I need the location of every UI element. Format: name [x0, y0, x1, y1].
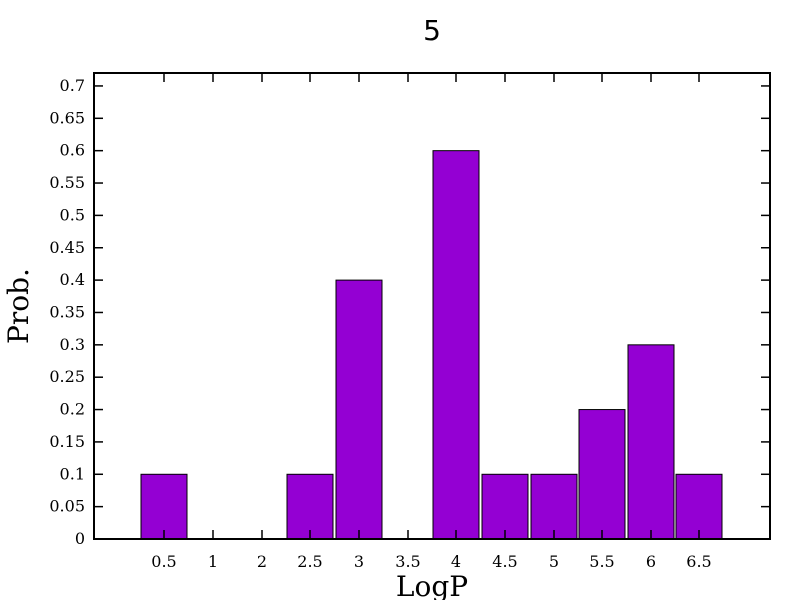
y-tick-label: 0.7 [60, 76, 85, 95]
bar [286, 473, 334, 540]
x-tick-label: 3.5 [395, 552, 420, 571]
bar [675, 473, 723, 540]
y-tick-label: 0.2 [60, 400, 85, 419]
y-tick-label: 0.3 [60, 335, 85, 354]
y-tick-label: 0.4 [60, 270, 85, 289]
y-tick-label: 0.05 [49, 497, 85, 516]
y-tick-label: 0.6 [60, 141, 85, 160]
x-axis-ticks: 0.5 1 2 2.5 3 3.5 4 4.5 5 5.5 6 6.5 [151, 73, 712, 571]
y-tick-label: 0.15 [49, 432, 85, 451]
bar [335, 279, 383, 540]
bar [432, 150, 480, 540]
y-tick-label: 0 [75, 529, 85, 548]
y-tick-label: 0.55 [49, 173, 85, 192]
x-tick-label: 4.5 [492, 552, 517, 571]
bar [140, 473, 188, 540]
plot-frame [93, 72, 771, 540]
x-tick-label: 2.5 [297, 552, 322, 571]
x-tick-label: 3 [354, 552, 364, 571]
y-axis-label: Prob. [2, 268, 35, 344]
bar [578, 409, 626, 540]
x-tick-label: 2 [257, 552, 267, 571]
y-tick-label: 0.5 [60, 205, 85, 224]
bars-group [140, 150, 723, 540]
bar [481, 473, 529, 540]
y-tick-label: 0.1 [60, 464, 85, 483]
y-tick-label: 0.45 [49, 238, 85, 257]
bar [627, 344, 675, 540]
x-tick-label: 6.5 [686, 552, 711, 571]
x-tick-label: 0.5 [151, 552, 176, 571]
x-tick-label: 1 [208, 552, 218, 571]
x-tick-label: 6 [646, 552, 656, 571]
bar [530, 473, 578, 540]
y-tick-label: 0.65 [49, 108, 85, 127]
x-axis-label: LogP [396, 570, 468, 600]
x-tick-label: 5 [549, 552, 559, 571]
chart-title: 5 [423, 14, 441, 47]
y-tick-label: 0.35 [49, 302, 85, 321]
x-tick-label: 5.5 [589, 552, 614, 571]
y-tick-label: 0.25 [49, 367, 85, 386]
x-tick-label: 4 [451, 552, 461, 571]
y-axis-ticks: 0 0.05 0.1 0.15 0.2 0.25 0.3 0.35 0.4 0.45 0.5 0.55… [49, 76, 770, 548]
